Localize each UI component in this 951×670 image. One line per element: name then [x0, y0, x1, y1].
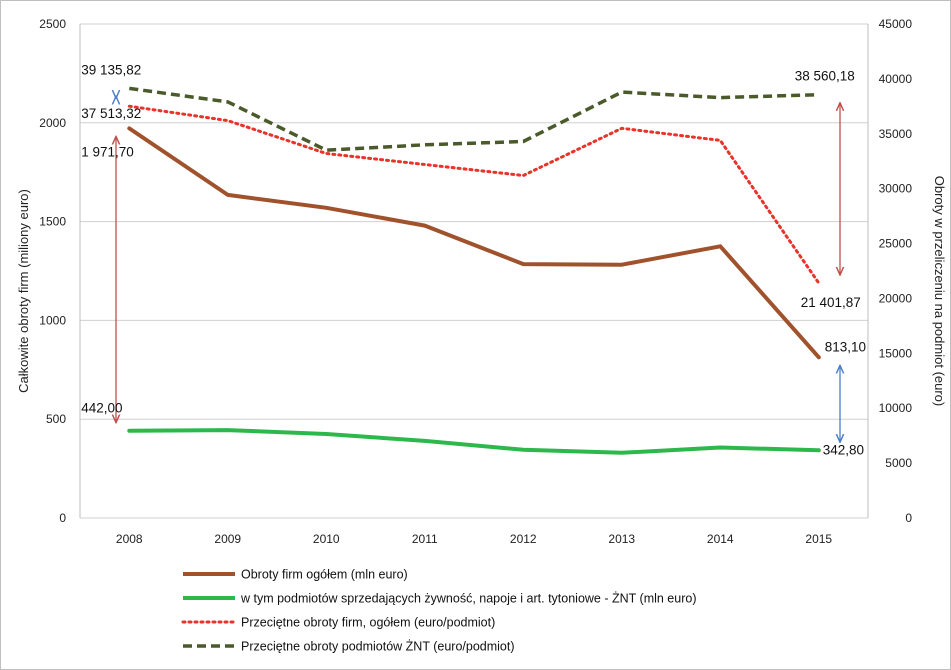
- y-right-tick-label: 15000: [879, 346, 913, 360]
- series-line-4: [129, 86, 819, 152]
- x-tick-label: 2009: [214, 532, 241, 546]
- y-left-tick-label: 500: [46, 412, 66, 426]
- legend: Obroty firm ogółem (mln euro) w tym podmi…: [181, 568, 697, 654]
- data-label: 813,10: [825, 339, 866, 354]
- y-right-tick-label: 20000: [879, 291, 913, 305]
- gridlines: [79, 23, 869, 519]
- legend-label: w tym podmiotów sprzedających żywność, n…: [240, 592, 697, 606]
- data-label: 1 971,70: [81, 144, 134, 159]
- x-tick-label: 2011: [412, 532, 438, 546]
- y-left-tick-label: 2500: [39, 17, 66, 31]
- data-label: 37 513,32: [81, 106, 141, 121]
- axes: Całkowite obroty firm (miliony euro) Obr…: [16, 17, 947, 546]
- y-left-tick-label: 1000: [39, 313, 66, 327]
- y-right-tick-label: 45000: [879, 17, 913, 31]
- series-line-1: [127, 126, 821, 360]
- series-line-2: [127, 428, 821, 455]
- y-axis-right-title: Obroty w przeliczeniu na podmiot (euro): [932, 176, 947, 407]
- data-label: 38 560,18: [795, 69, 855, 84]
- y-right-tick-label: 10000: [879, 401, 913, 415]
- data-label: 342,80: [823, 442, 864, 457]
- data-label: 39 135,82: [81, 62, 141, 77]
- legend-label: Przeciętne obroty firm, ogółem (euro/pod…: [241, 616, 495, 630]
- data-label: 21 401,87: [801, 295, 861, 310]
- y-left-tick-label: 0: [59, 511, 66, 525]
- x-tick-label: 2014: [707, 532, 734, 546]
- y-right-tick-label: 30000: [879, 182, 913, 196]
- x-tick-label: 2010: [313, 532, 340, 546]
- legend-label: Obroty firm ogółem (mln euro): [241, 568, 408, 582]
- y-right-tick-label: 0: [905, 511, 912, 525]
- y-right-tick-label: 40000: [879, 72, 913, 86]
- data-labels: 39 135,82 37 513,32 1 971,70 442,00 38 560,1…: [81, 62, 866, 457]
- x-tick-label: 2015: [805, 532, 832, 546]
- y-right-tick-label: 25000: [879, 237, 913, 251]
- x-tick-label: 2012: [510, 532, 537, 546]
- annotation-arrows: [116, 96, 840, 442]
- legend-label: Przeciętne obroty podmiotów ŻNT (euro/po…: [241, 640, 515, 654]
- series-line-3: [127, 104, 821, 285]
- y-axis-left-title: Całkowite obroty firm (miliony euro): [16, 189, 31, 393]
- y-left-tick-label: 2000: [39, 116, 66, 130]
- y-right-tick-label: 35000: [879, 127, 913, 141]
- y-left-tick-label: 1500: [39, 215, 66, 229]
- x-tick-label: 2008: [116, 532, 143, 546]
- y-right-tick-label: 5000: [885, 456, 912, 470]
- data-label: 442,00: [81, 401, 122, 416]
- x-tick-label: 2013: [608, 532, 635, 546]
- series-lines: [127, 86, 821, 455]
